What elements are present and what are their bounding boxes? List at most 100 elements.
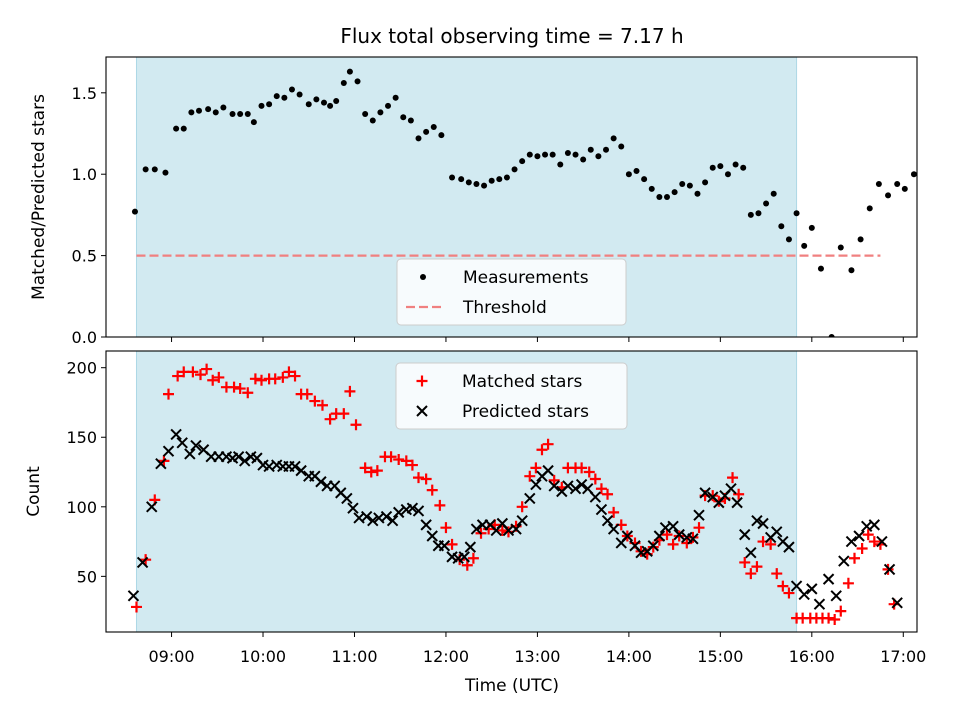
measurement-point (793, 210, 800, 217)
predicted-star-point (295, 464, 307, 477)
predicted-star-point (458, 551, 470, 563)
matched-star-point (359, 462, 371, 474)
matched-star-point (835, 605, 847, 617)
measurement-point (778, 223, 785, 230)
measurement-point (828, 334, 835, 337)
measurement-point (354, 78, 361, 85)
ratio-panel: 0.0 0.5 1.0 1.5 Matched/Predicted stars Measu… (29, 56, 918, 347)
measurement-point (755, 210, 762, 217)
y-axis-label: Matched/Predicted stars (29, 94, 49, 300)
measurement-point (702, 179, 709, 186)
matched-star-point (301, 388, 313, 400)
predicted-star-point (315, 476, 327, 488)
predicted-star-point (176, 437, 188, 449)
predicted-star-point (239, 455, 251, 467)
predicted-star-point (725, 483, 737, 495)
legend-label: Measurements (463, 268, 589, 288)
predicted-star-point (739, 528, 751, 541)
measurement-point (288, 86, 295, 93)
matched-star-point (693, 522, 705, 534)
matched-star-point (829, 613, 841, 625)
measurement-point (580, 156, 587, 163)
measurement-point (724, 171, 731, 178)
legend-marker-predicted (416, 405, 428, 417)
measurement-point (526, 151, 533, 158)
predicted-star-point (464, 541, 477, 553)
matched-star-point (434, 499, 446, 511)
matched-star-point (496, 524, 508, 536)
predicted-star-point (731, 496, 743, 509)
matched-star-point (289, 370, 301, 382)
count-panel: 50 100 150 200 Count Matched stars Predicted s… (24, 350, 918, 637)
x-tick-label: 11:00 (331, 647, 377, 666)
measurement-point (656, 194, 663, 200)
y-tick-label: 0.5 (72, 247, 97, 266)
measurement-point (564, 150, 571, 157)
measurement-point (188, 109, 195, 116)
matched-star-point (242, 387, 254, 399)
measurement-point (801, 242, 808, 249)
measurement-point (817, 265, 824, 272)
predicted-star-point (146, 501, 158, 513)
matched-star-point (393, 454, 405, 466)
matched-star-point (783, 587, 795, 599)
measurement-point (250, 119, 257, 126)
measurement-point (740, 164, 747, 171)
matched-star-point (201, 363, 213, 375)
matched-star-point (777, 580, 789, 592)
measurement-point (195, 107, 202, 114)
plot-frame (105, 56, 918, 338)
y-tick-label: 1.5 (72, 84, 97, 103)
measurement-point (848, 267, 855, 274)
predicted-star-point (783, 541, 795, 553)
predicted-star-point (751, 515, 763, 527)
predicted-star-point (673, 528, 685, 541)
matched-star-point (667, 538, 679, 550)
data-marks (127, 363, 903, 625)
predicted-star-point (530, 478, 542, 491)
measurement-point (481, 182, 488, 189)
predicted-star-point (647, 540, 659, 552)
measurement-point (686, 182, 693, 189)
predicted-star-point (162, 445, 175, 457)
measurement-point (362, 110, 369, 117)
y-tick-label: 100 (66, 498, 97, 517)
measurement-point (180, 125, 187, 132)
measurement-point (717, 163, 724, 170)
measurement-point (808, 224, 815, 231)
legend: Measurements Threshold (396, 258, 627, 326)
predicted-star-point (745, 547, 757, 559)
measurement-point (595, 153, 602, 160)
measurement-point (415, 135, 422, 142)
matched-star-point (733, 488, 745, 500)
measurement-point (266, 101, 273, 108)
matched-star-point (283, 366, 295, 378)
matched-star-point (440, 522, 452, 534)
measurement-point (542, 151, 549, 158)
measurement-point (131, 208, 138, 215)
predicted-star-point (798, 588, 810, 601)
matched-star-point (338, 408, 350, 420)
legend-label: Threshold (462, 298, 547, 318)
matched-star-point (595, 483, 607, 495)
matched-star-point (771, 568, 783, 580)
matched-star-point (765, 538, 777, 550)
predicted-star-point (386, 515, 399, 527)
measurement-point (430, 124, 437, 130)
measurement-point (273, 93, 280, 100)
legend-box (395, 362, 628, 430)
measurement-point (496, 176, 503, 183)
predicted-star-point (420, 519, 432, 531)
predicted-star-point (562, 480, 574, 492)
x-tick-label: 16:00 (789, 647, 835, 666)
measurement-point (910, 171, 917, 178)
measurement-point (671, 189, 678, 196)
predicted-star-point (155, 457, 167, 470)
matched-star-point (371, 465, 383, 477)
measurement-point (901, 185, 908, 192)
matched-star-point (516, 501, 528, 513)
predicted-star-point (853, 530, 865, 542)
predicted-star-point (607, 523, 620, 535)
matched-star-point (467, 552, 479, 564)
